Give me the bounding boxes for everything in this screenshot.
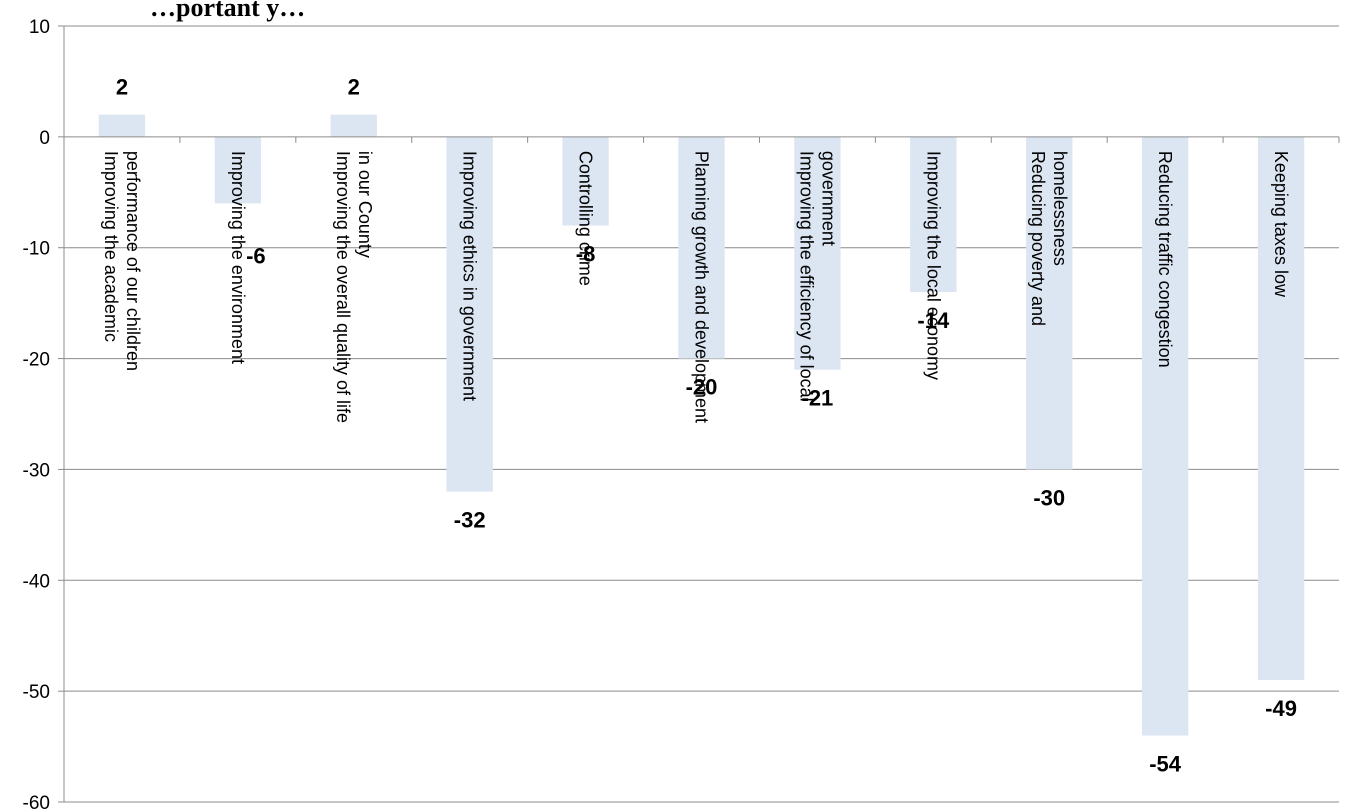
data-label: -30 bbox=[1033, 485, 1065, 510]
bar bbox=[562, 136, 609, 226]
data-label: -32 bbox=[454, 508, 486, 533]
category-label: Planning growth and development bbox=[692, 151, 712, 423]
category-label: Improving the local economy bbox=[923, 151, 943, 380]
category-label-line: government bbox=[818, 151, 838, 246]
gridlines bbox=[64, 25, 1339, 803]
category-label-line: homelessness bbox=[1050, 151, 1070, 266]
data-label: -21 bbox=[802, 386, 834, 411]
bar bbox=[678, 136, 725, 359]
y-tick-label: -40 bbox=[23, 571, 50, 592]
category-label: Keeping taxes low bbox=[1271, 151, 1291, 298]
data-label: -6 bbox=[246, 243, 266, 268]
y-tick-label: -50 bbox=[23, 682, 50, 703]
category-label-line: Improving the environment bbox=[228, 151, 248, 364]
category-label-line: Keeping taxes low bbox=[1271, 151, 1291, 298]
data-label: -49 bbox=[1265, 696, 1297, 721]
bar bbox=[1141, 136, 1189, 736]
bar bbox=[98, 114, 146, 137]
y-tick-label: 10 bbox=[29, 17, 50, 38]
bar bbox=[794, 136, 841, 370]
y-tick-label: -20 bbox=[23, 350, 50, 371]
category-label: Improving the efficiency of local governm… bbox=[796, 151, 838, 402]
data-label: -20 bbox=[686, 375, 718, 400]
y-tick-label: 0 bbox=[39, 128, 50, 149]
category-label-line: Improving the local economy bbox=[923, 151, 943, 380]
category-label: Reducing poverty and homelessness bbox=[1028, 151, 1070, 326]
bar bbox=[910, 136, 957, 293]
labels: 10 0 -10 -20 -30 -40 -50 -60 Improving the acade… bbox=[23, 17, 1297, 812]
category-label-line: Improving the academic bbox=[101, 151, 121, 342]
category-label-line: Reducing traffic congestion bbox=[1155, 151, 1175, 368]
category-label-line: Controlling crime bbox=[576, 151, 596, 286]
bars bbox=[98, 114, 1305, 736]
y-tick-label: -10 bbox=[23, 239, 50, 260]
category-label: Controlling crime bbox=[576, 151, 596, 286]
category-label-line: Improving ethics in government bbox=[460, 151, 480, 401]
category-label: Reducing traffic congestion bbox=[1155, 151, 1175, 368]
bar bbox=[214, 136, 262, 204]
data-label: -14 bbox=[917, 308, 950, 333]
bar bbox=[1026, 136, 1073, 470]
bar bbox=[330, 114, 377, 137]
y-tick-label: -30 bbox=[23, 460, 50, 481]
category-label: Improving the environment bbox=[228, 151, 248, 364]
category-label-line: Improving the efficiency of local bbox=[796, 151, 816, 402]
category-label-line: performance of our children bbox=[123, 151, 143, 371]
bar bbox=[1257, 136, 1305, 681]
data-label: 2 bbox=[116, 75, 128, 100]
category-label-line: Planning growth and development bbox=[692, 151, 712, 423]
chart-title: …portant y… bbox=[150, 0, 305, 22]
data-label: -54 bbox=[1149, 751, 1182, 776]
data-label: -8 bbox=[576, 242, 596, 267]
bar bbox=[446, 136, 493, 492]
category-label: Improving ethics in government bbox=[460, 151, 480, 401]
category-label-line: in our County bbox=[355, 151, 375, 258]
category-label-line: Reducing poverty and bbox=[1028, 151, 1048, 326]
category-label: Improving the overall quality of life in … bbox=[333, 151, 375, 423]
y-tick-label: -60 bbox=[23, 793, 50, 812]
category-label-line: Improving the overall quality of life bbox=[333, 151, 353, 423]
data-label: 2 bbox=[348, 75, 360, 100]
category-label: Improving the academic performance of our… bbox=[101, 151, 143, 371]
axes bbox=[58, 25, 1340, 803]
